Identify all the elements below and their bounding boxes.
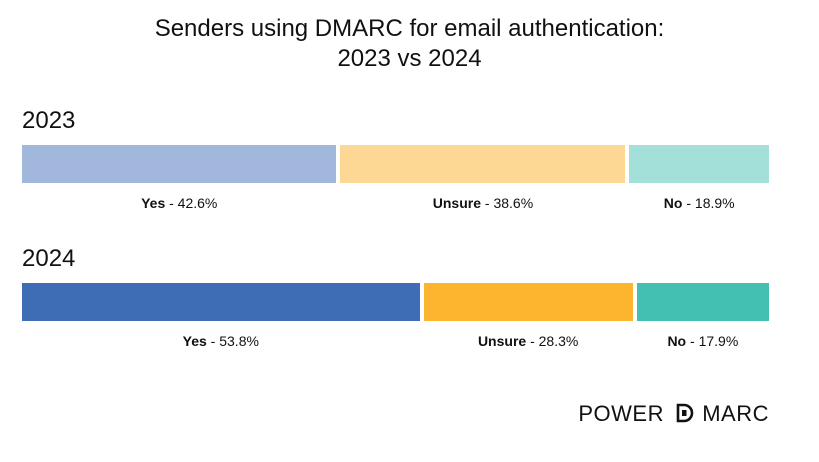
data-label-no-2024: No - 17.9% xyxy=(667,332,738,350)
stacked-bar-2024 xyxy=(22,283,769,321)
bar-segment-yes-2024 xyxy=(22,283,420,321)
year-label-2024: 2024 xyxy=(22,245,76,272)
data-label-category: No xyxy=(663,195,683,211)
year-label-2023: 2023 xyxy=(22,107,76,134)
data-label-unsure-2024: Unsure - 28.3% xyxy=(478,332,578,350)
data-label-category: Unsure xyxy=(432,195,482,211)
logo-text-right: MARC xyxy=(702,401,769,426)
data-label-category: No xyxy=(667,333,687,349)
bar-segment-no-2024 xyxy=(636,283,769,321)
data-label-unsure-2023: Unsure - 38.6% xyxy=(433,194,533,212)
bar-segment-unsure-2023 xyxy=(340,145,626,183)
bar-segment-no-2023 xyxy=(629,145,769,183)
data-label-yes-2024: Yes - 53.8% xyxy=(183,332,259,350)
powerdmarc-logo: POWER MARC xyxy=(578,401,769,427)
data-label-category: Yes xyxy=(182,333,207,349)
data-label-yes-2023: Yes - 42.6% xyxy=(141,194,217,212)
data-label-separator: - xyxy=(206,333,220,349)
data-label-category: Unsure xyxy=(477,333,527,349)
data-label-category: Yes xyxy=(141,195,166,211)
chart-title-line: Senders using DMARC for email authentica… xyxy=(154,15,665,42)
data-label-separator: - xyxy=(165,195,178,211)
segment-labels-2024: Yes - 53.8% Unsure - 28.3% No - 17.9% xyxy=(22,332,769,350)
data-label-value: 18.9% xyxy=(694,195,735,211)
data-label-separator: - xyxy=(686,333,699,349)
data-label-value: 42.6% xyxy=(177,195,218,211)
segment-labels-2023: Yes - 42.6% Unsure - 38.6% No - 18.9% xyxy=(22,194,769,212)
data-label-separator: - xyxy=(526,333,539,349)
data-label-separator: - xyxy=(682,195,695,211)
data-label-value: 28.3% xyxy=(538,333,579,349)
data-label-value: 53.8% xyxy=(219,333,259,349)
stacked-bar-2023 xyxy=(22,145,769,183)
data-label-no-2023: No - 18.9% xyxy=(664,194,735,212)
data-label-value: 17.9% xyxy=(698,333,739,349)
logo-d-icon xyxy=(676,403,693,423)
bar-segment-yes-2023 xyxy=(22,145,337,183)
data-label-value: 38.6% xyxy=(493,195,534,211)
bar-segment-unsure-2024 xyxy=(423,283,633,321)
data-label-separator: - xyxy=(481,195,494,211)
chart-title: Senders using DMARC for email authentica… xyxy=(0,14,819,74)
logo-text-left: POWER xyxy=(578,401,664,426)
chart-subtitle: 2023 vs 2024 xyxy=(337,45,482,72)
